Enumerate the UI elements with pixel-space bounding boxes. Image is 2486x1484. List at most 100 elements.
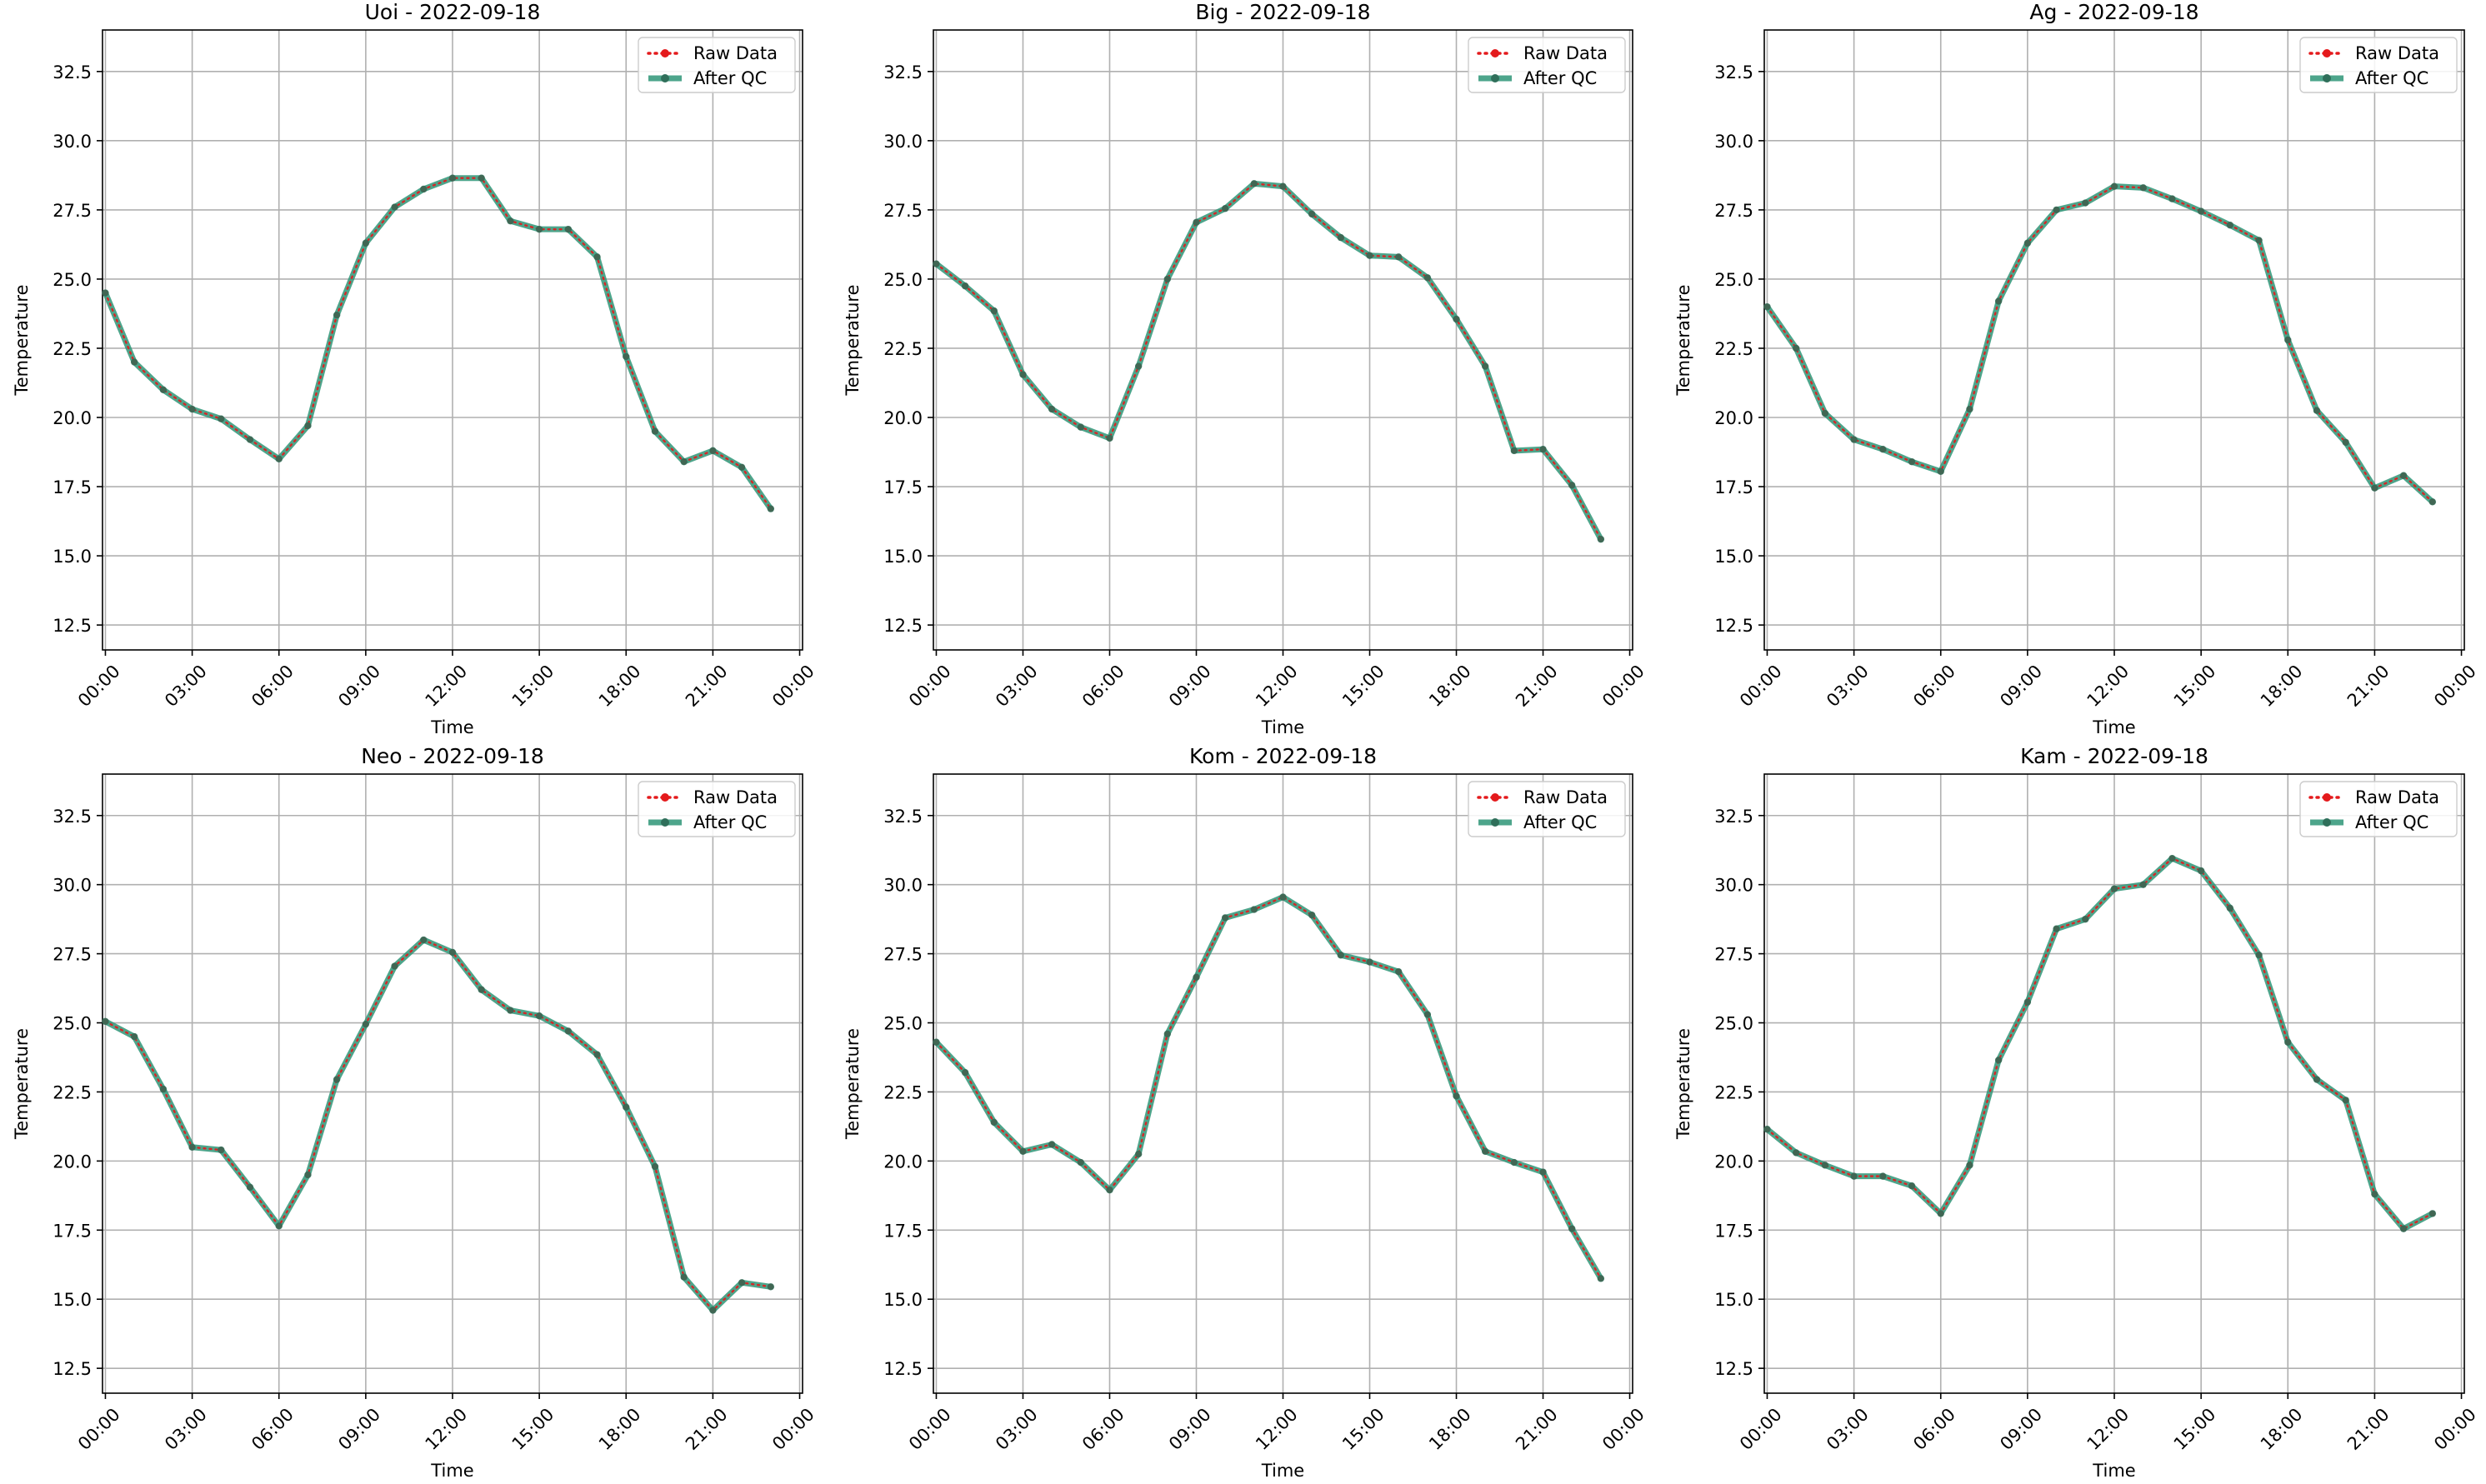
after-qc-point bbox=[1337, 952, 1345, 959]
x-tick-label: 00:00 bbox=[905, 661, 955, 711]
x-tick-label: 18:00 bbox=[2257, 661, 2307, 711]
after-qc-point bbox=[1966, 405, 1973, 413]
y-tick-label: 25.0 bbox=[53, 270, 92, 290]
y-axis-label: Temperature bbox=[12, 1028, 32, 1140]
subplot-6: 12.5 15.0 17.5 20.0 22.5 25.0 27.5 30.0 32.5 00:0… bbox=[1673, 744, 2480, 1481]
after-qc-point bbox=[1510, 1158, 1518, 1167]
after-qc-point bbox=[1539, 1168, 1547, 1176]
legend-label-raw-data: Raw Data bbox=[1523, 43, 1608, 63]
y-tick-label: 25.0 bbox=[53, 1014, 92, 1034]
after-qc-point bbox=[2082, 915, 2089, 923]
chart-title: Neo - 2022-09-18 bbox=[361, 744, 544, 768]
x-tick-label: 09:00 bbox=[1996, 1404, 2046, 1454]
after-qc-point bbox=[2053, 925, 2060, 932]
after-qc-point bbox=[2023, 998, 2032, 1006]
y-tick-label: 27.5 bbox=[1714, 945, 1753, 965]
x-tick-label: 15:00 bbox=[1338, 1404, 1388, 1454]
legend-marker-after-qc bbox=[661, 74, 669, 82]
after-qc-point bbox=[1394, 253, 1403, 261]
y-tick-label: 12.5 bbox=[883, 616, 923, 636]
y-tick-label: 22.5 bbox=[1714, 1082, 1753, 1102]
y-tick-label: 12.5 bbox=[883, 1359, 923, 1379]
y-axis-label: Temperature bbox=[1673, 284, 1693, 396]
y-tick-label: 12.5 bbox=[53, 1359, 92, 1379]
subplot-3: 12.5 15.0 17.5 20.0 22.5 25.0 27.5 30.0 32.5 00:0… bbox=[1673, 0, 2480, 737]
y-tick-label: 22.5 bbox=[883, 1082, 923, 1102]
after-qc-point bbox=[709, 1307, 717, 1314]
y-tick-label: 30.0 bbox=[53, 876, 92, 896]
y-tick-label: 20.0 bbox=[883, 1152, 923, 1172]
legend-label-raw-data: Raw Data bbox=[693, 787, 778, 807]
series-line-raw-data bbox=[1766, 185, 2434, 503]
series-line-after-qc bbox=[933, 180, 1604, 542]
y-tick-label: 15.0 bbox=[883, 1290, 923, 1310]
x-tick-label: 21:00 bbox=[1512, 661, 1562, 711]
x-tick-label: 15:00 bbox=[2170, 1404, 2220, 1454]
y-tick-label: 32.5 bbox=[1714, 62, 1753, 82]
y-axis-label: Temperature bbox=[1673, 1028, 1693, 1140]
after-qc-point bbox=[1221, 914, 1229, 922]
legend-label-after-qc: After QC bbox=[1523, 812, 1597, 832]
after-qc-point bbox=[507, 217, 514, 225]
after-qc-point bbox=[1366, 958, 1373, 966]
x-tick-label: 00:00 bbox=[2430, 661, 2480, 711]
series-line-raw-data bbox=[1766, 857, 2434, 1231]
after-qc-point bbox=[391, 203, 398, 211]
grid bbox=[933, 30, 1633, 650]
y-tick-label: 15.0 bbox=[53, 547, 92, 567]
after-qc-point bbox=[188, 405, 196, 413]
after-qc-point bbox=[709, 447, 717, 455]
after-qc-point bbox=[1879, 1172, 1887, 1180]
after-qc-point bbox=[1308, 911, 1316, 919]
legend-marker-after-qc bbox=[661, 818, 669, 827]
y-tick-label: 32.5 bbox=[53, 807, 92, 827]
after-qc-point bbox=[478, 986, 485, 993]
legend-label-after-qc: After QC bbox=[2355, 812, 2428, 832]
after-qc-point bbox=[218, 415, 225, 422]
legend-marker-after-qc bbox=[2323, 818, 2331, 827]
after-qc-point bbox=[738, 1279, 746, 1287]
legend: Raw Data After QC bbox=[1468, 781, 1626, 837]
after-qc-point bbox=[362, 239, 370, 247]
y-tick-label: 12.5 bbox=[1714, 616, 1753, 636]
legend-label-after-qc: After QC bbox=[693, 68, 767, 88]
after-qc-point bbox=[2023, 239, 2032, 247]
x-tick-label: 03:00 bbox=[1823, 661, 1873, 711]
x-tick-label: 12:00 bbox=[2083, 661, 2133, 711]
y-tick-label: 20.0 bbox=[53, 1152, 92, 1172]
after-qc-point bbox=[304, 422, 312, 430]
after-qc-point bbox=[651, 1162, 659, 1171]
legend-marker-after-qc bbox=[1491, 74, 1499, 82]
x-tick-label: 06:00 bbox=[1909, 661, 1959, 711]
y-tick-label: 20.0 bbox=[1714, 1152, 1753, 1172]
after-qc-point bbox=[1481, 362, 1489, 370]
after-qc-point bbox=[1453, 315, 1460, 323]
x-tick-label: 12:00 bbox=[2083, 1404, 2133, 1454]
series-line-after-qc bbox=[1763, 183, 2436, 505]
y-tick-label: 25.0 bbox=[883, 270, 923, 290]
after-qc-point bbox=[362, 1020, 370, 1028]
x-tick-label: 03:00 bbox=[992, 661, 1042, 711]
after-qc-point bbox=[1568, 482, 1576, 489]
x-tick-label: 09:00 bbox=[334, 1404, 384, 1454]
x-tick-label: 18:00 bbox=[1425, 661, 1475, 711]
y-axis-label: Temperature bbox=[843, 284, 863, 396]
legend-label-raw-data: Raw Data bbox=[693, 43, 778, 63]
x-tick-label: 18:00 bbox=[595, 1404, 645, 1454]
subplot-5: 12.5 15.0 17.5 20.0 22.5 25.0 27.5 30.0 32.5 00:0… bbox=[843, 744, 1648, 1481]
legend-label-raw-data: Raw Data bbox=[2355, 787, 2439, 807]
after-qc-point bbox=[2226, 904, 2234, 912]
after-qc-point bbox=[2342, 1097, 2349, 1104]
after-qc-point bbox=[1250, 180, 1258, 187]
legend-marker-raw-data bbox=[2323, 793, 2331, 802]
after-qc-point bbox=[2428, 498, 2437, 506]
after-qc-point bbox=[188, 1143, 196, 1151]
x-tick-label: 09:00 bbox=[1165, 1404, 1215, 1454]
legend-label-after-qc: After QC bbox=[2355, 68, 2428, 88]
after-qc-point bbox=[420, 936, 428, 944]
after-qc-point bbox=[1510, 447, 1518, 455]
after-qc-point bbox=[507, 1007, 514, 1014]
after-qc-point bbox=[1134, 1150, 1143, 1158]
x-tick-label: 12:00 bbox=[1252, 661, 1302, 711]
after-qc-point bbox=[333, 311, 341, 319]
